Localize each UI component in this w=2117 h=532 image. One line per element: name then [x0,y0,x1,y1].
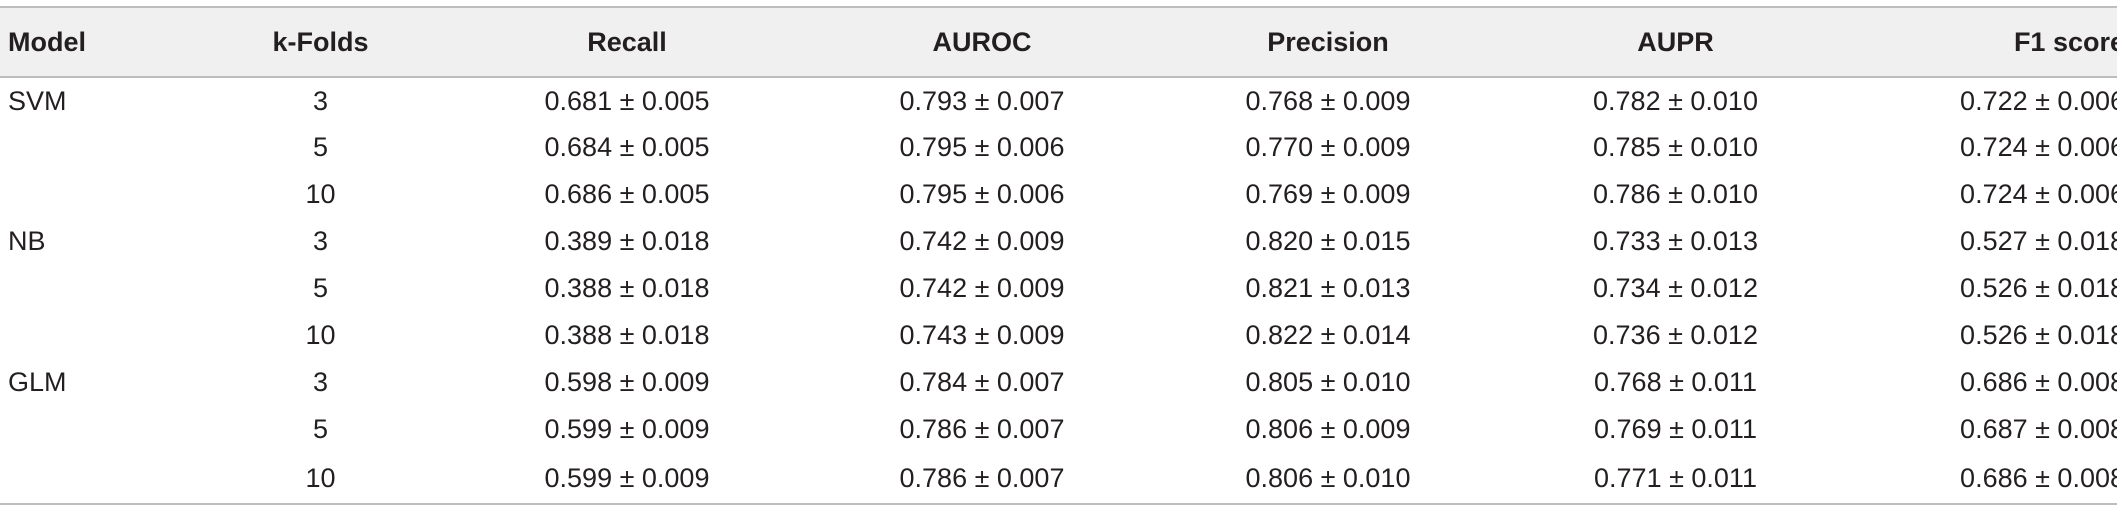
cell-auroc: 0.784 ± 0.007 [899,367,1065,397]
cell-k-folds: 3 [312,367,329,397]
cell-model [0,171,208,218]
cell-auroc: 0.742 ± 0.009 [899,226,1065,256]
cell-precision: 0.770 ± 0.009 [1245,132,1411,162]
cell-f1-score: 0.686 ± 0.008 [1960,462,2117,493]
table-row: 5 0.684 ± 0.005 0.795 ± 0.006 0.770 ± 0.… [0,124,2117,171]
cell-f1-score: 0.722 ± 0.006 [1960,85,2117,116]
cell-k-folds: 5 [312,273,329,303]
cell-f1-score: 0.687 ± 0.008 [1960,414,2117,444]
cell-recall: 0.599 ± 0.009 [544,462,710,493]
cell-auroc: 0.786 ± 0.007 [899,462,1065,493]
cell-auroc: 0.742 ± 0.009 [899,273,1065,303]
cell-precision: 0.769 ± 0.009 [1245,179,1411,209]
cell-aupr: 0.769 ± 0.011 [1594,414,1757,444]
cell-auroc: 0.795 ± 0.006 [899,132,1065,162]
cell-model [0,124,208,171]
header-recall: Recall [587,26,667,57]
cell-precision: 0.822 ± 0.014 [1245,320,1411,350]
cell-k-folds: 3 [312,226,329,256]
cell-model [0,312,208,359]
cell-recall: 0.598 ± 0.009 [544,367,710,397]
table-row: 10 0.686 ± 0.005 0.795 ± 0.006 0.769 ± 0… [0,171,2117,218]
results-table: Model k-Folds Recall AUROC Precision AUP… [0,6,2117,505]
cell-aupr: 0.736 ± 0.012 [1593,320,1758,350]
cell-recall: 0.388 ± 0.018 [544,273,710,303]
cell-model: GLM [8,367,67,397]
cell-aupr: 0.733 ± 0.013 [1593,226,1758,256]
table-row: 10 0.599 ± 0.009 0.786 ± 0.007 0.806 ± 0… [0,453,2117,504]
header-f1-score: F1 score [2013,26,2117,57]
cell-model [0,265,208,312]
cell-f1-score: 0.526 ± 0.018 [1960,273,2117,303]
header-k-folds: k-Folds [272,26,369,57]
cell-k-folds: 10 [305,320,336,350]
cell-recall: 0.389 ± 0.018 [544,226,710,256]
cell-model: NB [8,226,46,256]
cell-recall: 0.686 ± 0.005 [544,179,710,209]
cell-aupr: 0.768 ± 0.011 [1594,367,1757,397]
cell-k-folds: 10 [305,179,336,209]
cell-aupr: 0.734 ± 0.012 [1593,273,1758,303]
header-precision: Precision [1267,26,1389,57]
cell-auroc: 0.795 ± 0.006 [899,179,1065,209]
cell-f1-score: 0.526 ± 0.018 [1960,320,2117,350]
cell-auroc: 0.743 ± 0.009 [899,320,1065,350]
cell-precision: 0.805 ± 0.010 [1245,367,1411,397]
cell-f1-score: 0.724 ± 0.006 [1960,179,2117,209]
table-row: 10 0.388 ± 0.018 0.743 ± 0.009 0.822 ± 0… [0,312,2117,359]
cell-recall: 0.388 ± 0.018 [544,320,710,350]
cell-k-folds: 3 [312,85,329,116]
cell-aupr: 0.771 ± 0.011 [1594,462,1757,493]
cell-auroc: 0.793 ± 0.007 [899,85,1065,116]
cell-k-folds: 5 [312,414,329,444]
table-row: NB 3 0.389 ± 0.018 0.742 ± 0.009 0.820 ±… [0,218,2117,265]
cell-recall: 0.684 ± 0.005 [544,132,710,162]
table-row: SVM 3 0.681 ± 0.005 0.793 ± 0.007 0.768 … [0,77,2117,124]
cell-model [0,453,208,504]
cell-model [0,406,208,453]
table-row: GLM 3 0.598 ± 0.009 0.784 ± 0.007 0.805 … [0,359,2117,406]
cell-k-folds: 10 [305,462,336,493]
cell-k-folds: 5 [312,132,329,162]
cell-model: SVM [8,85,67,116]
header-auroc: AUROC [932,26,1032,57]
cell-precision: 0.806 ± 0.009 [1245,414,1411,444]
cell-recall: 0.681 ± 0.005 [544,85,710,116]
cell-precision: 0.806 ± 0.010 [1245,462,1411,493]
table-header: Model k-Folds Recall AUROC Precision AUP… [0,7,2117,77]
table-row: 5 0.599 ± 0.009 0.786 ± 0.007 0.806 ± 0.… [0,406,2117,453]
cell-precision: 0.821 ± 0.013 [1245,273,1411,303]
cell-aupr: 0.782 ± 0.010 [1593,85,1758,116]
cell-auroc: 0.786 ± 0.007 [899,414,1065,444]
table-body: SVM 3 0.681 ± 0.005 0.793 ± 0.007 0.768 … [0,77,2117,504]
cell-f1-score: 0.527 ± 0.018 [1960,226,2117,256]
table-row: 5 0.388 ± 0.018 0.742 ± 0.009 0.821 ± 0.… [0,265,2117,312]
cell-precision: 0.768 ± 0.009 [1245,85,1411,116]
cell-recall: 0.599 ± 0.009 [544,414,710,444]
cell-f1-score: 0.724 ± 0.006 [1960,132,2117,162]
cell-aupr: 0.786 ± 0.010 [1593,179,1758,209]
header-aupr: AUPR [1637,26,1714,57]
header-row: Model k-Folds Recall AUROC Precision AUP… [0,7,2117,77]
cell-aupr: 0.785 ± 0.010 [1593,132,1758,162]
cell-precision: 0.820 ± 0.015 [1245,226,1411,256]
header-model: Model [8,26,86,57]
cell-f1-score: 0.686 ± 0.008 [1960,367,2117,397]
